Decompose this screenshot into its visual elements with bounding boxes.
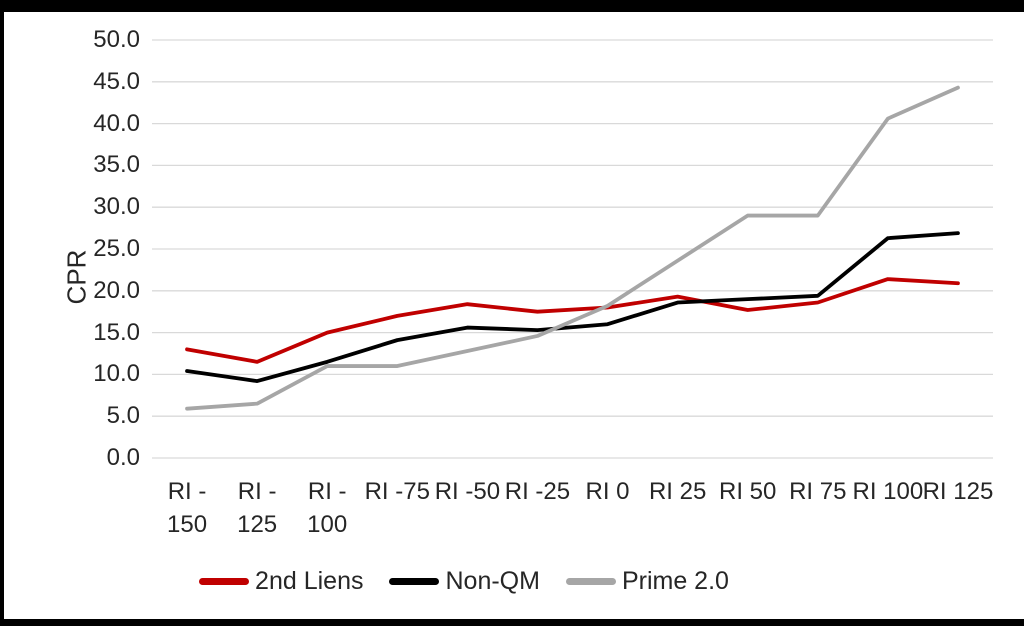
series-line-prime-2-0 [185, 85, 960, 411]
x-tick-label-line: RI 0 [585, 478, 630, 505]
series-line-2nd-liens [185, 277, 960, 364]
x-tick-label-line: 150 [167, 511, 208, 538]
x-tick-label: RI -75 [351, 475, 443, 508]
x-tick-label: RI 125 [912, 475, 1004, 508]
y-tick-label: 35.0 [93, 151, 140, 179]
x-tick-label-line: RI 125 [922, 478, 994, 505]
x-tick-label-line: RI -50 [434, 478, 501, 505]
y-tick-label: 0.0 [106, 444, 140, 471]
y-tick-label: 5.0 [106, 402, 140, 430]
legend-item-non-qm: Non-QM [389, 566, 540, 596]
legend-swatch-icon [565, 577, 616, 585]
frame-border-bottom [0, 619, 1024, 626]
x-tick-label: RI - 125 [211, 475, 303, 541]
frame-border-left [0, 0, 4, 626]
y-tick-label: 50.0 [93, 26, 140, 53]
legend-swatch-icon [199, 577, 250, 585]
x-tick-label: RI - 100 [281, 475, 373, 541]
legend-item-prime-2-0: Prime 2.0 [565, 566, 729, 596]
x-tick-label: RI - 150 [141, 475, 233, 541]
x-tick-label-line: 100 [307, 511, 348, 538]
x-tick-label-line: RI 75 [789, 478, 847, 505]
x-tick-label-line: RI - [307, 478, 347, 505]
y-tick-label: 40.0 [93, 109, 140, 137]
legend-label: Non-QM [445, 566, 540, 595]
y-tick-label: 15.0 [93, 318, 140, 346]
x-tick-label: RI 0 [562, 475, 654, 508]
x-tick-label-line: RI - [237, 478, 277, 505]
x-tick-label-line: RI 50 [719, 478, 777, 505]
x-tick-label-line: RI 100 [852, 478, 924, 505]
y-tick-label: 45.0 [93, 67, 140, 95]
y-tick-label: 10.0 [93, 360, 140, 388]
x-tick-label-line: RI - [167, 478, 207, 505]
x-tick-label: RI 25 [632, 475, 724, 508]
x-tick-label: RI 50 [702, 475, 794, 508]
frame-border-top [0, 0, 1024, 12]
x-tick-label-line: RI -25 [504, 478, 571, 505]
legend-label: Prime 2.0 [621, 566, 729, 595]
y-tick-label: 30.0 [93, 193, 140, 221]
legend-swatch-icon [389, 577, 440, 585]
x-tick-label: RI 100 [842, 475, 934, 508]
y-tick-label: 25.0 [93, 235, 140, 262]
y-tick-label: 20.0 [93, 276, 140, 304]
legend-label: 2nd Liens [255, 566, 364, 595]
x-tick-label: RI -50 [421, 475, 513, 508]
series-line-non-qm [185, 231, 960, 383]
x-tick-label-line: RI 25 [648, 478, 707, 505]
x-tick-label-line: 125 [237, 511, 278, 538]
x-tick-label-line: RI -75 [364, 478, 430, 505]
x-tick-label: RI -25 [491, 475, 583, 508]
legend: 2nd Liens Non-QM Prime 2.0 [0, 564, 1024, 598]
x-tick-label: RI 75 [772, 475, 864, 508]
legend-item-2nd-liens: 2nd Liens [199, 567, 363, 596]
